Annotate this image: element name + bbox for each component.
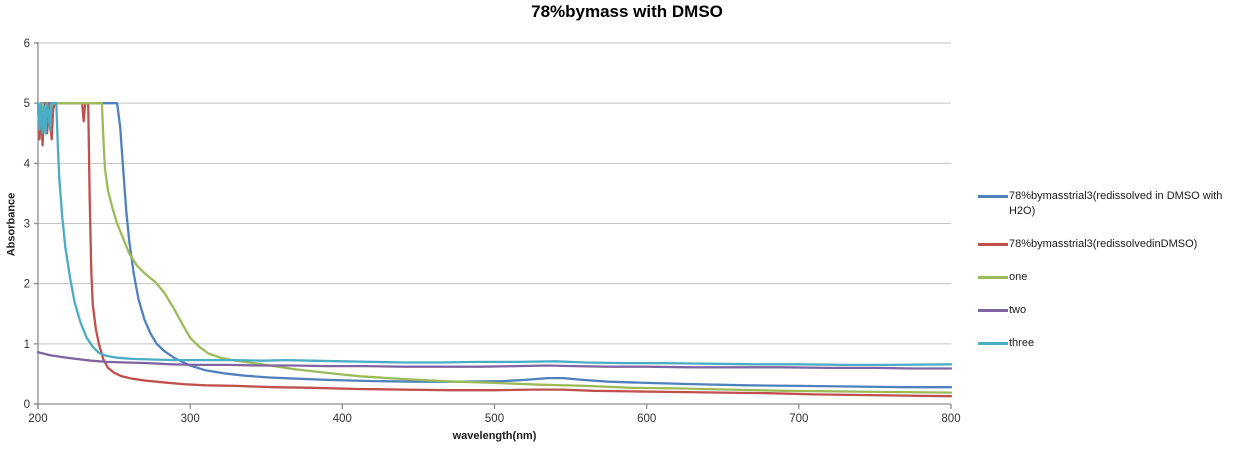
legend-label: three xyxy=(1009,337,1035,349)
series-line-4 xyxy=(36,351,953,370)
y-tick-label-6: 6 xyxy=(24,38,30,50)
series-line-3 xyxy=(36,102,953,394)
y-tick-label-3: 3 xyxy=(24,219,30,231)
x-tick-label-300: 300 xyxy=(181,413,200,425)
x-tick-label-700: 700 xyxy=(789,413,808,425)
legend-item-4: two xyxy=(978,303,1250,318)
x-tick-label-200: 200 xyxy=(28,413,47,425)
legend: 78%bymasstrial3(redissolved in DMSO with… xyxy=(978,189,1250,369)
legend-item-5: three xyxy=(978,336,1250,351)
legend-item-2: 78%bymasstrial3(redissolvedinDMSO) xyxy=(978,237,1250,252)
series-line-1 xyxy=(36,102,953,389)
x-tick-label-600: 600 xyxy=(637,413,656,425)
legend-label: 78%bymasstrial3(redissolvedinDMSO) xyxy=(1009,238,1198,250)
legend-label: one xyxy=(1009,271,1028,283)
series-line-2 xyxy=(36,102,953,398)
legend-item-3: one xyxy=(978,270,1250,285)
x-tick-label-400: 400 xyxy=(333,413,352,425)
y-tick-label-0: 0 xyxy=(24,399,30,411)
legend-swatch-icon xyxy=(978,243,1008,246)
x-axis-title: wavelength(nm) xyxy=(452,430,537,442)
legend-swatch-icon xyxy=(978,195,1008,198)
legend-swatch-icon xyxy=(978,342,1008,345)
y-tick-label-1: 1 xyxy=(24,339,30,351)
series-line-5 xyxy=(36,102,953,367)
y-tick-label-2: 2 xyxy=(24,279,30,291)
legend-label: 78%bymasstrial3(redissolved in DMSO with… xyxy=(1009,190,1223,217)
legend-swatch-icon xyxy=(978,309,1008,312)
x-tick-label-800: 800 xyxy=(941,413,960,425)
y-tick-label-5: 5 xyxy=(24,98,30,110)
legend-label: two xyxy=(1009,304,1027,316)
x-tick-label-500: 500 xyxy=(485,413,504,425)
y-tick-label-4: 4 xyxy=(24,158,31,170)
legend-swatch-icon xyxy=(978,276,1008,279)
chart-title: 78%bymass with DMSO xyxy=(531,2,723,21)
legend-item-1: 78%bymasstrial3(redissolved in DMSO with… xyxy=(978,189,1250,219)
